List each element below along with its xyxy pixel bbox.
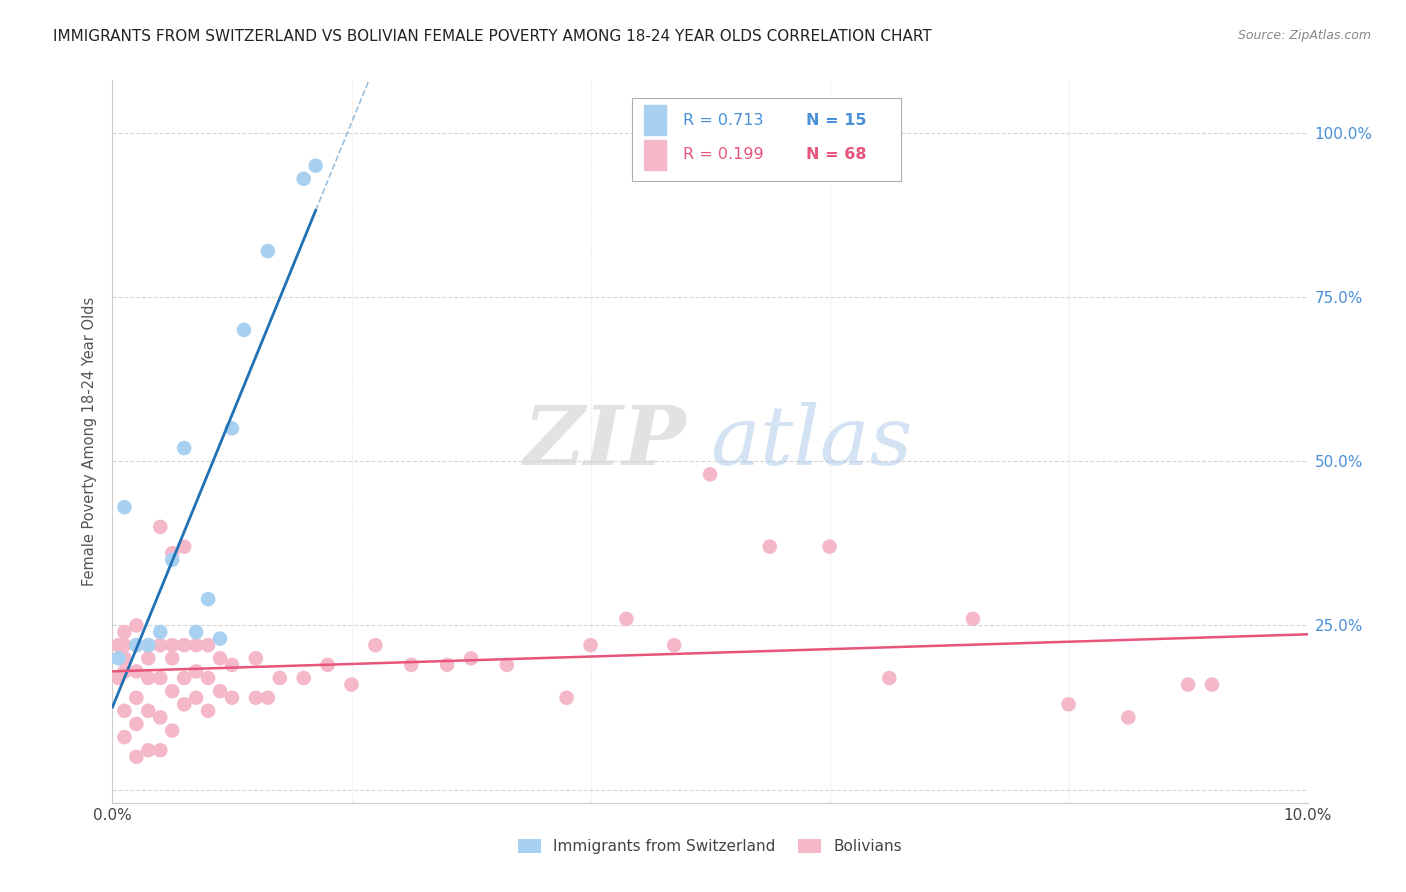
Point bbox=[496, 657, 519, 672]
Point bbox=[173, 441, 195, 455]
Point bbox=[149, 520, 172, 534]
Point bbox=[149, 671, 172, 685]
Point bbox=[460, 651, 482, 665]
Point bbox=[173, 698, 195, 712]
Point bbox=[579, 638, 602, 652]
Point bbox=[173, 638, 195, 652]
Point bbox=[125, 749, 148, 764]
Point bbox=[138, 743, 160, 757]
Point bbox=[114, 730, 135, 744]
Point bbox=[1201, 677, 1223, 691]
Point bbox=[162, 546, 183, 560]
Point bbox=[197, 704, 219, 718]
Point bbox=[1118, 710, 1140, 724]
Text: IMMIGRANTS FROM SWITZERLAND VS BOLIVIAN FEMALE POVERTY AMONG 18-24 YEAR OLDS COR: IMMIGRANTS FROM SWITZERLAND VS BOLIVIAN … bbox=[53, 29, 932, 44]
Point bbox=[114, 500, 135, 515]
Point bbox=[197, 592, 219, 607]
Point bbox=[162, 723, 183, 738]
Point bbox=[149, 638, 172, 652]
Point bbox=[197, 671, 219, 685]
Point bbox=[209, 651, 232, 665]
Point bbox=[138, 638, 160, 652]
FancyBboxPatch shape bbox=[633, 98, 901, 181]
Point bbox=[114, 638, 135, 652]
Point bbox=[186, 638, 208, 652]
Point bbox=[197, 638, 219, 652]
Point bbox=[138, 638, 160, 652]
Point bbox=[114, 625, 135, 640]
Point bbox=[114, 704, 135, 718]
Text: R = 0.199: R = 0.199 bbox=[682, 147, 763, 162]
Point bbox=[1057, 698, 1080, 712]
Point bbox=[221, 690, 243, 705]
Bar bbox=[644, 105, 666, 136]
Point bbox=[149, 710, 172, 724]
Point bbox=[818, 540, 841, 554]
Point bbox=[162, 638, 183, 652]
Point bbox=[292, 171, 315, 186]
Point bbox=[245, 690, 267, 705]
Text: atlas: atlas bbox=[710, 401, 912, 482]
Point bbox=[162, 553, 183, 567]
Point bbox=[401, 657, 423, 672]
Point bbox=[664, 638, 686, 652]
Point bbox=[162, 684, 183, 698]
Point bbox=[209, 632, 232, 646]
Point bbox=[125, 665, 148, 679]
Point bbox=[245, 651, 267, 665]
Text: N = 15: N = 15 bbox=[806, 112, 866, 128]
Point bbox=[221, 421, 243, 435]
Text: ZIP: ZIP bbox=[523, 401, 686, 482]
Point bbox=[149, 625, 172, 640]
Point bbox=[436, 657, 458, 672]
Point bbox=[759, 540, 782, 554]
Point bbox=[616, 612, 638, 626]
Legend: Immigrants from Switzerland, Bolivians: Immigrants from Switzerland, Bolivians bbox=[512, 833, 908, 860]
Y-axis label: Female Poverty Among 18-24 Year Olds: Female Poverty Among 18-24 Year Olds bbox=[82, 297, 97, 586]
Point bbox=[114, 665, 135, 679]
Point bbox=[114, 651, 135, 665]
Point bbox=[138, 704, 160, 718]
Point bbox=[364, 638, 387, 652]
Point bbox=[107, 638, 129, 652]
Point bbox=[269, 671, 291, 685]
Point bbox=[162, 651, 183, 665]
Point bbox=[125, 690, 148, 705]
Point bbox=[107, 651, 129, 665]
Point bbox=[233, 323, 256, 337]
Point bbox=[138, 671, 160, 685]
Point bbox=[221, 657, 243, 672]
Point bbox=[316, 657, 339, 672]
Point bbox=[340, 677, 363, 691]
Point bbox=[305, 159, 328, 173]
Point bbox=[173, 671, 195, 685]
Text: Source: ZipAtlas.com: Source: ZipAtlas.com bbox=[1237, 29, 1371, 42]
Point bbox=[292, 671, 315, 685]
Point bbox=[879, 671, 901, 685]
Point bbox=[186, 625, 208, 640]
Point bbox=[125, 638, 148, 652]
Point bbox=[555, 690, 578, 705]
Point bbox=[699, 467, 721, 482]
Point bbox=[1177, 677, 1199, 691]
Point bbox=[138, 651, 160, 665]
Bar bbox=[644, 139, 666, 169]
Point bbox=[125, 717, 148, 731]
Point bbox=[125, 618, 148, 632]
Point bbox=[173, 540, 195, 554]
Point bbox=[209, 684, 232, 698]
Point bbox=[962, 612, 984, 626]
Point bbox=[186, 665, 208, 679]
Text: R = 0.713: R = 0.713 bbox=[682, 112, 763, 128]
Text: N = 68: N = 68 bbox=[806, 147, 866, 162]
Point bbox=[257, 690, 280, 705]
Point bbox=[107, 671, 129, 685]
Point bbox=[186, 690, 208, 705]
Point bbox=[257, 244, 280, 258]
Point bbox=[125, 638, 148, 652]
Point bbox=[149, 743, 172, 757]
